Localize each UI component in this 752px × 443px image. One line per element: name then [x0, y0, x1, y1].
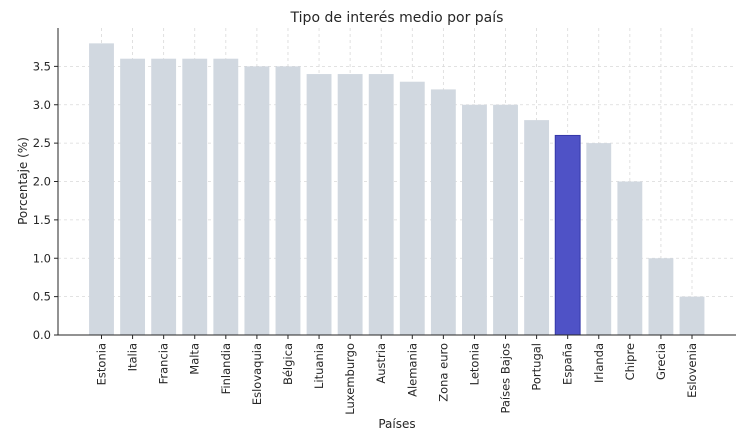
x-tick-label: Portugal [530, 343, 544, 391]
y-tick-label: 0.5 [33, 290, 51, 304]
bar-irlanda [586, 143, 612, 335]
x-axis-label: Países [378, 417, 415, 431]
chart-title: Tipo de interés medio por país [290, 10, 504, 26]
x-tick-label: Países Bajos [499, 343, 513, 414]
bar-países-bajos [493, 104, 518, 335]
x-tick-label: Irlanda [592, 343, 606, 383]
bar-eslovaquia [244, 66, 270, 335]
x-tick-label: Eslovenia [685, 343, 699, 398]
x-tick-label: Austria [374, 343, 388, 384]
x-tick-label: Zona euro [436, 343, 450, 402]
y-axis-label: Porcentaje (%) [16, 137, 30, 225]
y-tick-label: 3.5 [33, 59, 51, 73]
y-tick-label: 1.0 [33, 251, 51, 265]
bar-alemania [399, 81, 425, 335]
x-tick-label: Chipre [623, 343, 637, 380]
y-tick-label: 1.5 [33, 213, 51, 227]
x-tick-label: Finlandia [219, 343, 233, 394]
bar-estonia [89, 43, 114, 335]
x-tick-label: Alemania [405, 343, 419, 397]
bar-grecia [648, 258, 674, 335]
bar-malta [182, 58, 208, 335]
y-tick-label: 3.0 [33, 98, 51, 112]
y-tick-label: 2.0 [33, 175, 51, 189]
bar-lituania [306, 74, 332, 336]
x-tick-label: Italia [126, 343, 140, 371]
bar-zona-euro [430, 89, 456, 336]
y-ticks: 0.0 0.5 1.0 1.5 2.0 2.5 3.0 3.5 [33, 59, 58, 342]
bar-portugal [524, 120, 550, 335]
x-tick-label: Luxemburgo [343, 343, 357, 415]
x-tick-label: Lituania [312, 343, 326, 389]
x-tick-label: Francia [157, 343, 171, 384]
x-tick-label: Grecia [654, 343, 668, 380]
bar-letonia [462, 104, 487, 335]
bar-bélgica [275, 66, 301, 335]
bar-francia [151, 58, 177, 335]
bar-finlandia [213, 58, 239, 335]
bars [89, 43, 705, 336]
bar-austria [368, 74, 394, 336]
bar-italia [120, 58, 146, 335]
x-ticks: Estonia Italia Francia Malta Finlandia Eslova… [95, 335, 699, 415]
bar-chipre [617, 181, 643, 335]
x-tick-label: España [561, 343, 575, 385]
x-tick-label: Eslovaquia [250, 343, 264, 405]
x-tick-label: Malta [188, 343, 202, 375]
y-tick-label: 0.0 [33, 328, 51, 342]
y-tick-label: 2.5 [33, 136, 51, 150]
bar-eslovenia [679, 296, 705, 335]
x-tick-label: Estonia [95, 343, 109, 385]
bar-luxemburgo [337, 74, 363, 336]
bar-españa [554, 134, 581, 336]
x-tick-label: Bélgica [281, 343, 295, 385]
x-tick-label: Letonia [467, 343, 481, 385]
